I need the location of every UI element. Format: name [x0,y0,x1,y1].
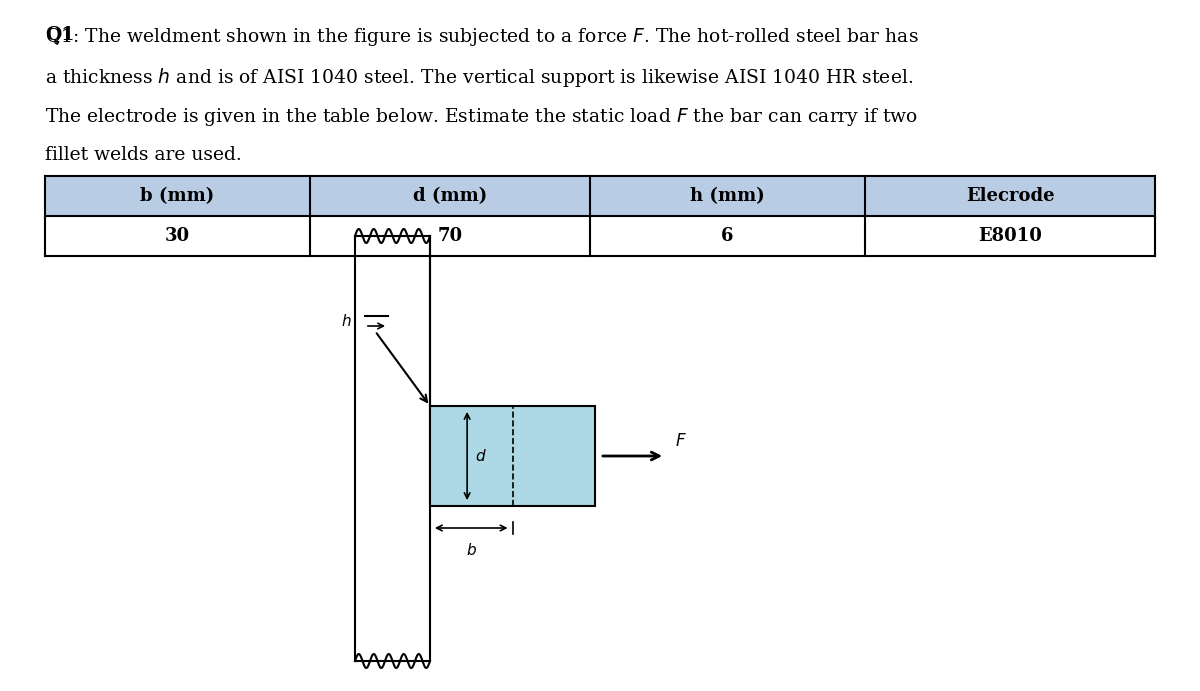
Bar [430,406,595,506]
Text: The electrode is given in the table below. Estimate the static load $F$ the bar : The electrode is given in the table belo… [46,106,918,128]
Text: $b$: $b$ [466,542,476,558]
Text: h (mm): h (mm) [690,187,764,205]
Text: a thickness $h$ and is of AISI 1040 steel. The vertical support is likewise AISI: a thickness $h$ and is of AISI 1040 stee… [46,66,913,89]
Text: Elecrode: Elecrode [966,187,1055,205]
Text: E8010: E8010 [978,227,1042,245]
Text: 30: 30 [164,227,190,245]
Text: $F$: $F$ [674,433,686,451]
Text: $h$: $h$ [341,313,352,329]
Text: 6: 6 [721,227,733,245]
Text: $d$: $d$ [475,448,487,464]
Text: d (mm): d (mm) [413,187,487,205]
Text: b (mm): b (mm) [140,187,215,205]
Text: Q1: Q1 [46,26,74,44]
Bar [46,176,1156,216]
Text: fillet welds are used.: fillet welds are used. [46,146,241,164]
Text: Q1: The weldment shown in the figure is subjected to a force $F$. The hot-rolled: Q1: The weldment shown in the figure is … [46,26,919,48]
Text: 70: 70 [438,227,462,245]
Bar [355,236,430,661]
